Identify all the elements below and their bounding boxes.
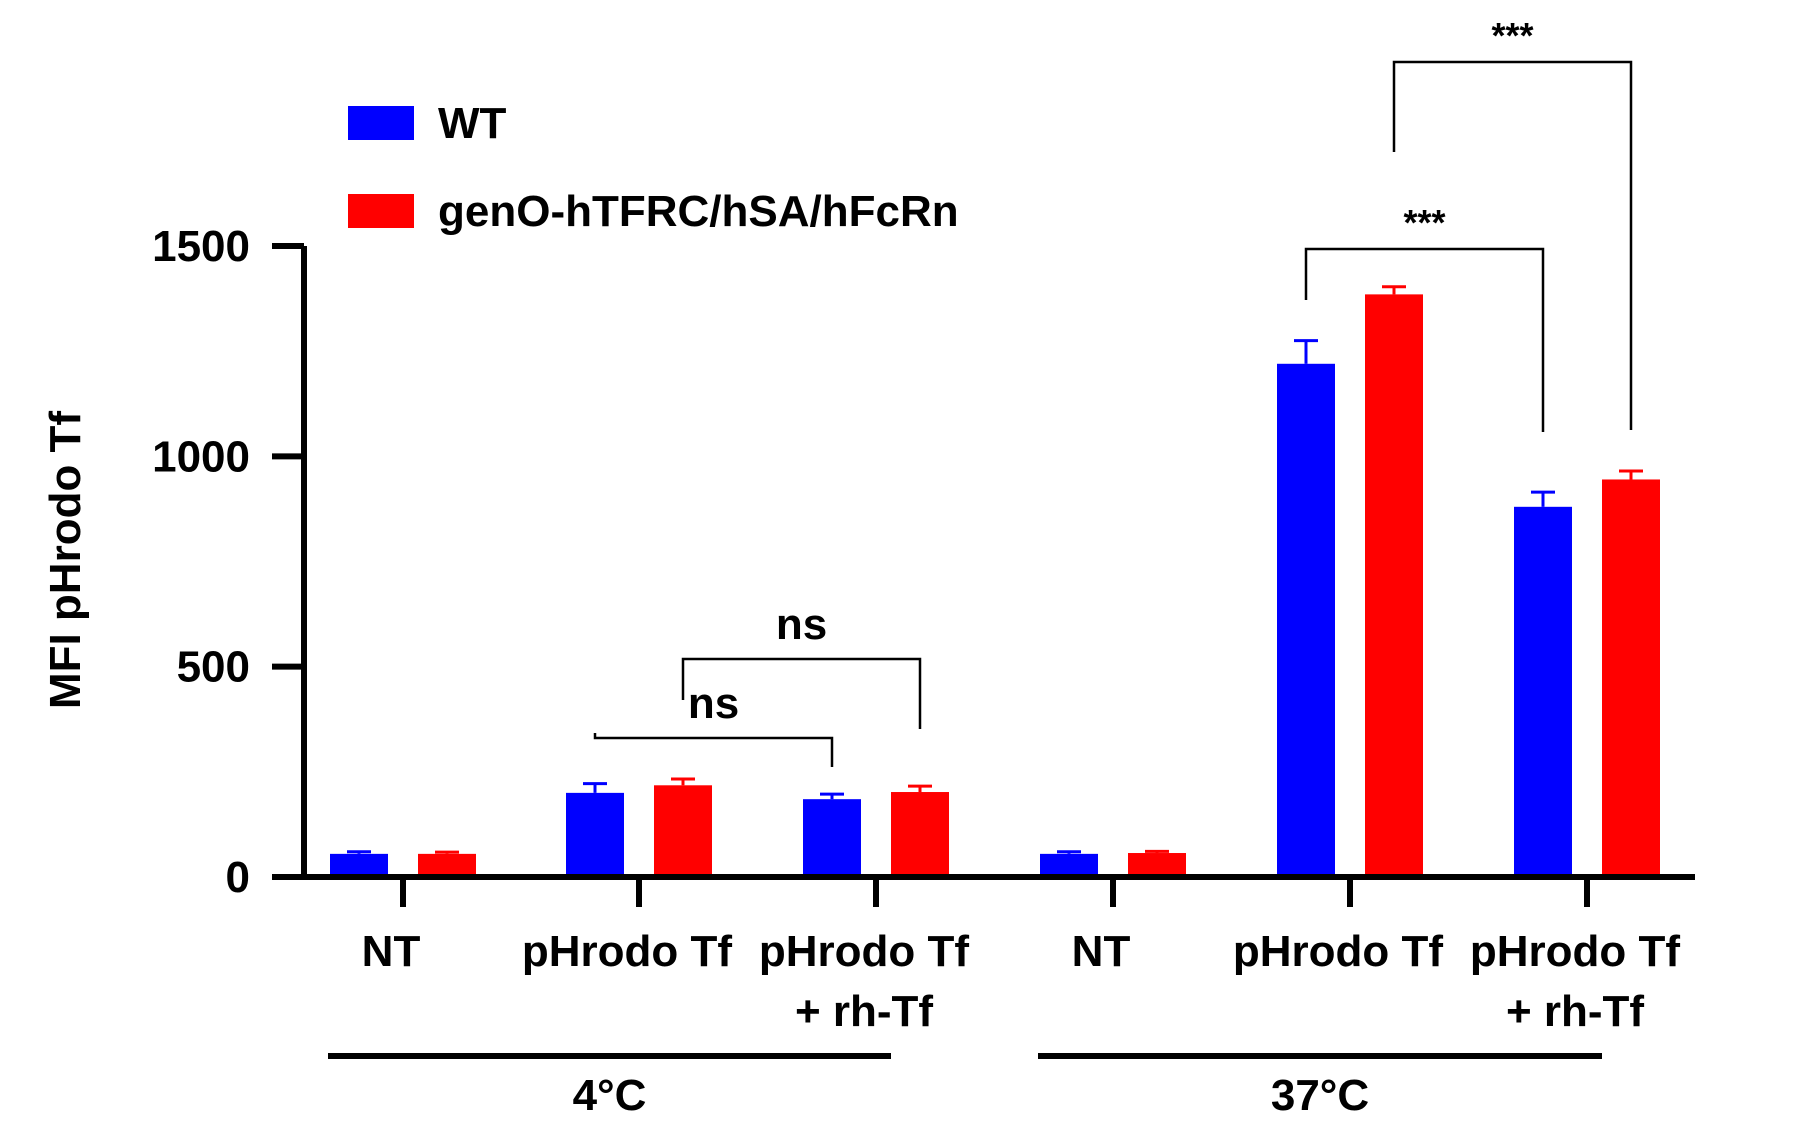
- x-tick-label: NT: [362, 927, 421, 976]
- bar: [1514, 506, 1572, 877]
- group-label: 37°C: [1271, 1071, 1369, 1120]
- significance-label: ns: [776, 600, 827, 649]
- bar: [1040, 853, 1098, 877]
- x-tick-label-line2: + rh-Tf: [795, 987, 933, 1036]
- condition-groups: 4°C 37°C: [328, 1053, 1602, 1120]
- legend-label: genO-hTFRC/hSA/hFcRn: [438, 187, 959, 236]
- bar: [1365, 294, 1423, 877]
- y-tick-label: 0: [226, 853, 250, 902]
- legend: WT genO-hTFRC/hSA/hFcRn: [348, 99, 959, 236]
- bar: [1602, 479, 1660, 877]
- significance-bracket: [1304, 247, 1545, 432]
- bar: [1128, 853, 1186, 877]
- axes: 0 500 1000 1500: [152, 222, 1695, 907]
- legend-swatch: [348, 194, 414, 228]
- x-tick-label: pHrodo Tf: [759, 927, 970, 976]
- bar: [566, 792, 624, 877]
- x-tick-labels: NT pHrodo Tf pHrodo Tf + rh-Tf NT pHrodo Tf pH…: [362, 927, 1681, 1036]
- x-tick-label-line2: + rh-Tf: [1506, 987, 1644, 1036]
- bar: [654, 785, 712, 877]
- legend-swatch: [348, 106, 414, 140]
- bar: [418, 853, 476, 877]
- bar: [803, 799, 861, 877]
- bar: [330, 853, 388, 877]
- significance-bracket: [1392, 60, 1633, 430]
- bar: [891, 792, 949, 877]
- significance-label: ***: [1403, 202, 1445, 243]
- x-tick-label: pHrodo Tf: [522, 927, 733, 976]
- significance-bracket: [681, 657, 922, 729]
- legend-label: WT: [438, 99, 507, 148]
- significance-label: ***: [1491, 15, 1533, 56]
- y-tick-label: 500: [177, 643, 250, 692]
- group-label: 4°C: [573, 1071, 647, 1120]
- significance-label: ns: [688, 679, 739, 728]
- y-axis-label: MFI pHrodo Tf: [41, 411, 90, 709]
- x-tick-label: pHrodo Tf: [1233, 927, 1444, 976]
- bar: [1277, 363, 1335, 878]
- x-tick-label: NT: [1072, 927, 1131, 976]
- x-tick-label: pHrodo Tf: [1470, 927, 1681, 976]
- bars: [330, 285, 1660, 878]
- significance-bracket: [593, 733, 834, 767]
- y-tick-label: 1000: [152, 432, 250, 481]
- y-tick-label: 1500: [152, 222, 250, 271]
